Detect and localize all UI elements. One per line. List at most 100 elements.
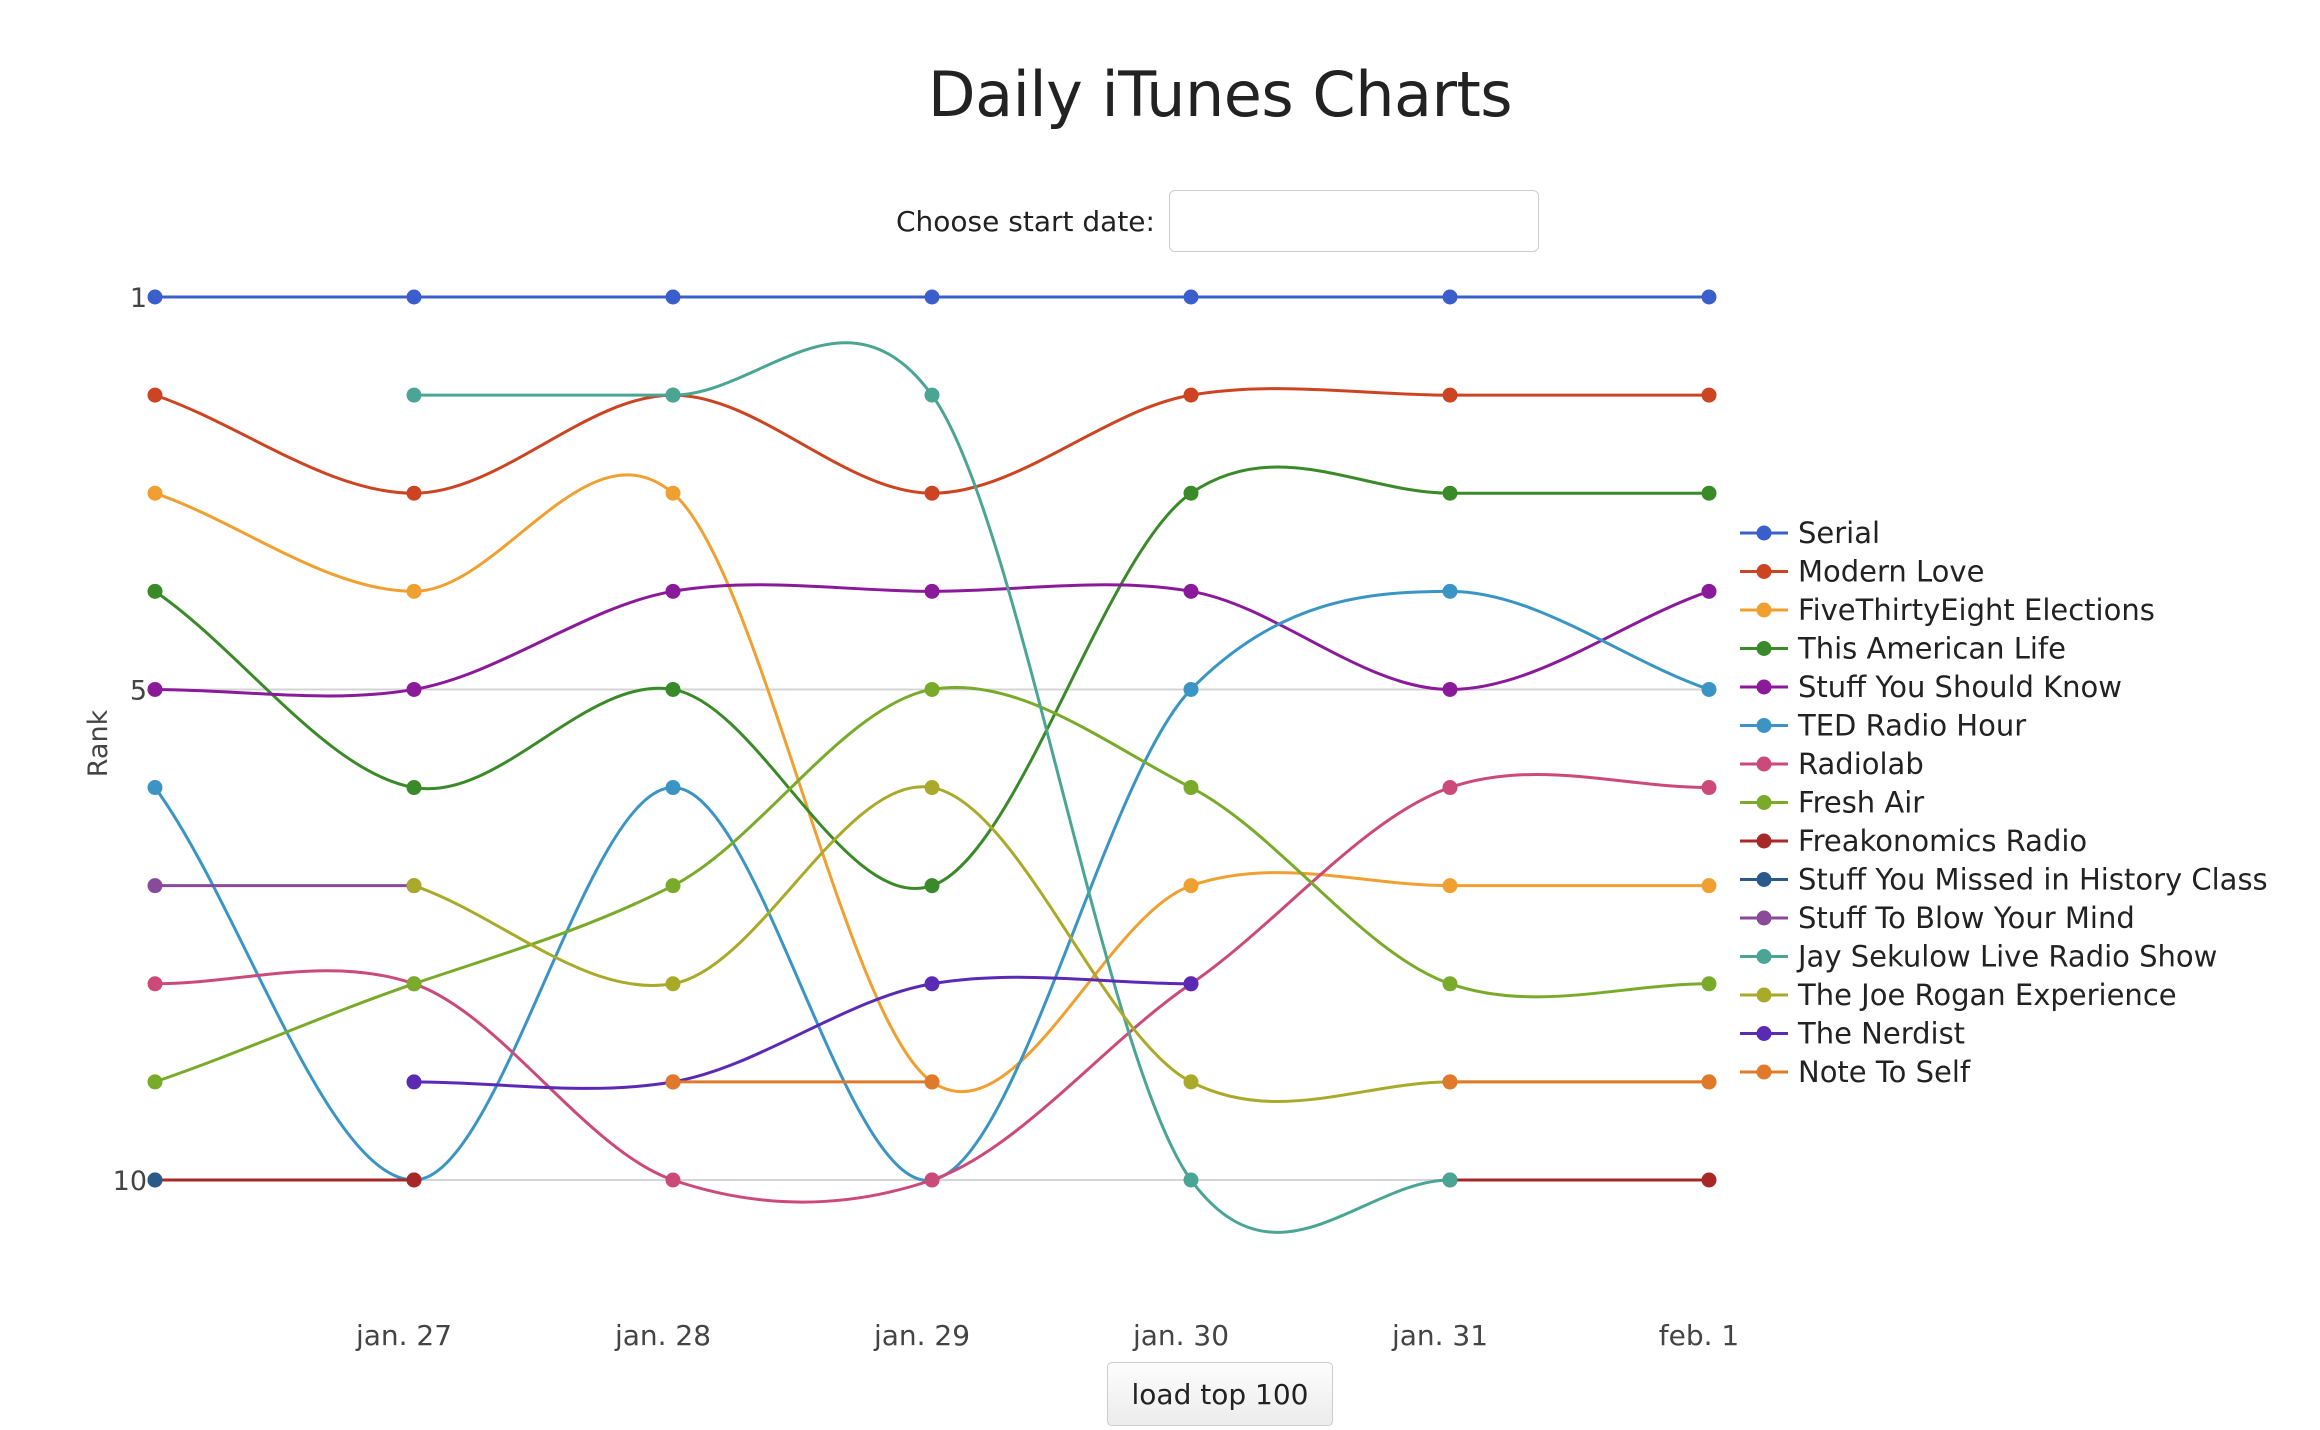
data-point-serial[interactable]: [1442, 289, 1458, 305]
data-point-stuff-you-should-know[interactable]: [406, 681, 422, 697]
data-point-this-american-life[interactable]: [147, 583, 163, 599]
data-point-jay-sekulow-live-radio-show[interactable]: [1183, 1172, 1199, 1188]
data-point-stuff-you-should-know[interactable]: [924, 583, 940, 599]
legend-item-fresh-air[interactable]: Fresh Air: [1740, 786, 1924, 820]
data-point-stuff-you-missed-in-history-class[interactable]: [147, 1172, 163, 1188]
data-point-serial[interactable]: [147, 289, 163, 305]
data-point-this-american-life[interactable]: [1183, 485, 1199, 501]
legend-item-jay-sekulow-live-radio-show[interactable]: Jay Sekulow Live Radio Show: [1740, 940, 2217, 974]
data-point-stuff-you-should-know[interactable]: [1183, 583, 1199, 599]
data-point-freakonomics-radio[interactable]: [406, 1172, 422, 1188]
data-point-fivethirtyeight-elections[interactable]: [665, 485, 681, 501]
data-point-modern-love[interactable]: [1442, 387, 1458, 403]
data-point-the-joe-rogan-experience[interactable]: [406, 878, 422, 894]
data-point-radiolab[interactable]: [665, 1172, 681, 1188]
data-point-ted-radio-hour[interactable]: [1701, 681, 1717, 697]
data-point-note-to-self[interactable]: [1701, 1074, 1717, 1090]
legend-label: Stuff To Blow Your Mind: [1798, 901, 2135, 935]
data-point-fivethirtyeight-elections[interactable]: [147, 485, 163, 501]
data-point-the-nerdist[interactable]: [1183, 976, 1199, 992]
series-line-fivethirtyeight-elections: [154, 473, 1709, 1093]
data-point-jay-sekulow-live-radio-show[interactable]: [665, 387, 681, 403]
data-point-fresh-air[interactable]: [406, 976, 422, 992]
data-point-fivethirtyeight-elections[interactable]: [1183, 878, 1199, 894]
data-point-serial[interactable]: [665, 289, 681, 305]
data-point-this-american-life[interactable]: [665, 681, 681, 697]
series-line-the-joe-rogan-experience: [413, 785, 1709, 1103]
data-point-radiolab[interactable]: [1442, 780, 1458, 796]
data-point-fivethirtyeight-elections[interactable]: [406, 583, 422, 599]
data-point-fresh-air[interactable]: [147, 1074, 163, 1090]
data-point-the-joe-rogan-experience[interactable]: [665, 976, 681, 992]
data-point-fresh-air[interactable]: [665, 878, 681, 894]
data-point-ted-radio-hour[interactable]: [1183, 681, 1199, 697]
data-point-stuff-to-blow-your-mind[interactable]: [147, 878, 163, 894]
legend-item-ted-radio-hour[interactable]: TED Radio Hour: [1740, 709, 2026, 743]
data-point-modern-love[interactable]: [924, 485, 940, 501]
data-point-stuff-you-should-know[interactable]: [1442, 681, 1458, 697]
data-point-fivethirtyeight-elections[interactable]: [1442, 878, 1458, 894]
legend-swatch-marker: [1756, 872, 1772, 887]
data-point-the-nerdist[interactable]: [924, 976, 940, 992]
data-point-serial[interactable]: [1701, 289, 1717, 305]
legend-swatch-marker: [1756, 833, 1772, 849]
data-point-jay-sekulow-live-radio-show[interactable]: [1442, 1172, 1458, 1188]
data-point-this-american-life[interactable]: [1701, 485, 1717, 501]
data-point-modern-love[interactable]: [406, 485, 422, 501]
legend-item-note-to-self[interactable]: Note To Self: [1740, 1055, 1971, 1089]
data-point-freakonomics-radio[interactable]: [1701, 1172, 1717, 1188]
data-point-serial[interactable]: [1183, 289, 1199, 305]
data-point-ted-radio-hour[interactable]: [147, 780, 163, 796]
load-top-100-button[interactable]: load top 100: [1107, 1362, 1333, 1426]
data-point-jay-sekulow-live-radio-show[interactable]: [924, 387, 940, 403]
data-point-fresh-air[interactable]: [1701, 976, 1717, 992]
data-point-modern-love[interactable]: [1183, 387, 1199, 403]
legend-item-fivethirtyeight-elections[interactable]: FiveThirtyEight Elections: [1740, 593, 2155, 627]
data-point-this-american-life[interactable]: [406, 780, 422, 796]
legend-item-stuff-you-missed-in-history-class[interactable]: Stuff You Missed in History Class: [1740, 863, 2268, 897]
legend-item-freakonomics-radio[interactable]: Freakonomics Radio: [1740, 824, 2087, 858]
y-tick-label: 1: [130, 283, 147, 314]
data-point-note-to-self[interactable]: [665, 1074, 681, 1090]
x-tick-label: jan. 27: [355, 1319, 452, 1352]
data-point-jay-sekulow-live-radio-show[interactable]: [406, 387, 422, 403]
data-point-ted-radio-hour[interactable]: [1442, 583, 1458, 599]
data-point-stuff-you-should-know[interactable]: [1701, 583, 1717, 599]
legend-swatch-marker: [1756, 756, 1772, 772]
data-point-this-american-life[interactable]: [924, 878, 940, 894]
data-point-note-to-self[interactable]: [924, 1074, 940, 1090]
data-point-radiolab[interactable]: [1701, 780, 1717, 796]
data-point-ted-radio-hour[interactable]: [665, 780, 681, 796]
legend-item-modern-love[interactable]: Modern Love: [1740, 555, 1984, 589]
data-point-modern-love[interactable]: [1701, 387, 1717, 403]
data-point-radiolab[interactable]: [924, 1172, 940, 1188]
data-point-fresh-air[interactable]: [1442, 976, 1458, 992]
legend-label: Jay Sekulow Live Radio Show: [1796, 940, 2217, 974]
data-point-serial[interactable]: [924, 289, 940, 305]
data-point-modern-love[interactable]: [147, 387, 163, 403]
legend-item-stuff-to-blow-your-mind[interactable]: Stuff To Blow Your Mind: [1740, 901, 2135, 935]
data-point-stuff-you-should-know[interactable]: [665, 583, 681, 599]
data-point-serial[interactable]: [406, 289, 422, 305]
legend-item-stuff-you-should-know[interactable]: Stuff You Should Know: [1740, 670, 2122, 704]
data-point-radiolab[interactable]: [147, 976, 163, 992]
data-point-note-to-self[interactable]: [1442, 1074, 1458, 1090]
x-tick-label: feb. 1: [1659, 1319, 1739, 1352]
legend-item-the-joe-rogan-experience[interactable]: The Joe Rogan Experience: [1740, 978, 2177, 1012]
data-point-the-nerdist[interactable]: [406, 1074, 422, 1090]
data-point-the-joe-rogan-experience[interactable]: [1183, 1074, 1199, 1090]
data-point-this-american-life[interactable]: [1442, 485, 1458, 501]
legend-item-serial[interactable]: Serial: [1740, 516, 1880, 550]
legend-item-radiolab[interactable]: Radiolab: [1740, 747, 1924, 781]
data-point-fresh-air[interactable]: [924, 681, 940, 697]
legend-item-this-american-life[interactable]: This American Life: [1740, 632, 2066, 666]
start-date-input[interactable]: [1168, 190, 1539, 252]
legend-item-the-nerdist[interactable]: The Nerdist: [1740, 1017, 1965, 1051]
data-point-fresh-air[interactable]: [1183, 780, 1199, 796]
legend-swatch-marker: [1756, 564, 1772, 579]
legend-swatch-marker: [1756, 910, 1772, 926]
data-point-fivethirtyeight-elections[interactable]: [1701, 878, 1717, 894]
data-point-stuff-you-should-know[interactable]: [147, 681, 163, 697]
data-point-the-joe-rogan-experience[interactable]: [924, 780, 940, 796]
